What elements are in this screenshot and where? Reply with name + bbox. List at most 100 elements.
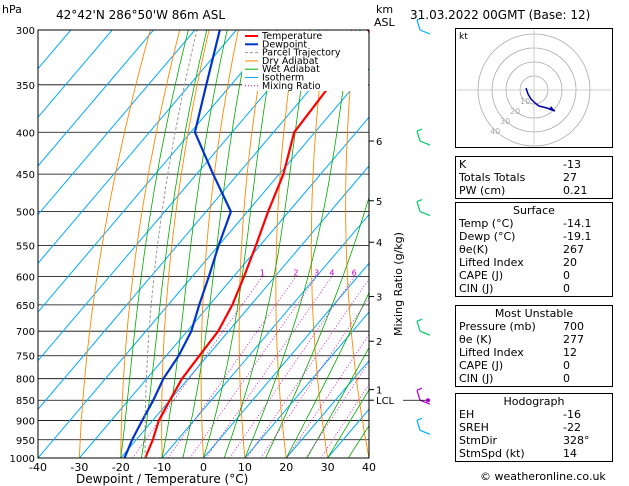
wind-barb (416, 199, 423, 203)
unstable-row: θe (K) 277 (459, 333, 584, 346)
pressure-tick-label: 850 (16, 396, 35, 407)
wet-adiabat-line (223, 30, 311, 458)
copyright-text: © weatheronline.co.uk (480, 470, 606, 483)
wet-adiabat-line (285, 291, 369, 458)
hodograph-arrow (549, 106, 555, 111)
hodograph-kt-label: kt (459, 32, 468, 42)
lcl-marker-dot (426, 398, 430, 403)
wet-adiabat-line (120, 30, 189, 458)
legend-label: Parcel Trajectory (262, 48, 341, 59)
temperature-tick-label: -30 (70, 461, 88, 474)
temperature-tick-label: 30 (321, 461, 335, 474)
wind-barb (416, 130, 421, 142)
temperature-curve (144, 30, 369, 458)
wind-barb (419, 429, 431, 435)
pressure-tick-label: 500 (16, 208, 35, 219)
wind-barb (416, 420, 421, 431)
isotherm-line (120, 165, 369, 458)
unstable-table: Most Unstable Pressure (mb) 700 θe (K) 277… (455, 305, 613, 387)
km-tick-label: 4 (376, 238, 382, 249)
x-axis-label: Dewpoint / Temperature (°C) (76, 472, 249, 486)
isotherm-line (244, 311, 369, 458)
hodograph-row: StmSpd (kt) 14 (459, 447, 577, 460)
mixing-ratio-label: 2 (293, 268, 298, 277)
wind-barb (416, 387, 423, 391)
wind-barb (416, 201, 421, 212)
unstable-row: Lifted Index 12 (459, 346, 577, 359)
isotherm-line (38, 30, 113, 119)
wind-barb (419, 211, 431, 217)
mixing-ratio-label: 4 (329, 268, 334, 277)
mixing-ratio-line (229, 276, 355, 458)
pressure-tick-label: 650 (16, 301, 35, 312)
temperature-tick-label: 10 (238, 461, 252, 474)
hodograph-row: StmDir 328° (459, 434, 590, 447)
temperature-tick-label: 40 (362, 461, 376, 474)
temperature-tick-label: -20 (112, 461, 130, 474)
pressure-tick-label: 800 (16, 375, 35, 386)
isotherm-line (38, 30, 320, 362)
dry-adiabat-line (78, 30, 151, 458)
legend-label: Temperature (261, 31, 322, 42)
surface-title: Surface (513, 204, 555, 217)
mixing-ratio-label: 25 (435, 268, 445, 277)
wet-adiabat-line (182, 30, 251, 458)
datetime-text: 31.03.2022 00GMT (Base: 12) (410, 8, 591, 22)
wind-barb (419, 140, 431, 146)
pressure-tick-label: 450 (16, 170, 35, 181)
wet-adiabat-line (327, 389, 369, 458)
pressure-tick-label: 950 (16, 436, 35, 447)
hodograph-table: Hodograph EH -16 SREH -22 StmDir 328° StmSp… (455, 393, 613, 462)
hodograph-ring-label: 40 (490, 127, 500, 136)
hodograph-row: SREH -22 (459, 421, 581, 434)
surface-row: CAPE (J) 0 (459, 269, 570, 282)
isotherm-line (38, 30, 279, 313)
temperature-tick-label: -10 (153, 461, 171, 474)
surface-row: CIN (J) 0 (459, 282, 570, 295)
hpa-label: hPa (2, 3, 22, 16)
isotherm-line (203, 262, 369, 458)
mixing-ratio-line (246, 278, 369, 458)
dewpoint-curve (123, 30, 233, 458)
mixing-ratio-label: 6 (352, 268, 357, 277)
wet-adiabat-line (141, 30, 208, 458)
wet-adiabat-line (306, 346, 369, 458)
isotherm-line (78, 116, 369, 458)
wind-barb (419, 29, 431, 35)
wind-barb (416, 417, 423, 421)
km-tick-label: 1 (376, 386, 382, 397)
mixing-ratio-label: 20 (421, 268, 431, 277)
dry-adiabat-line (120, 30, 181, 458)
hodograph-trace (525, 87, 556, 112)
wet-adiabat-line (161, 30, 228, 458)
km-label: km (376, 3, 394, 16)
mixing-ratio-line (189, 276, 318, 458)
legend-label: Dry Adiabat (262, 56, 319, 67)
pressure-tick-label: 900 (16, 417, 35, 428)
skewt-chart: 1 2 3 4 6 8 10 15 20 25 3003504004505005506006507… (10, 17, 450, 474)
mixing-ratio-line (205, 276, 333, 458)
surface-row: θe(K) 267 (459, 243, 584, 256)
pressure-tick-label: 300 (16, 26, 35, 37)
unstable-row: CAPE (J) 0 (459, 359, 570, 372)
wind-barb (419, 399, 431, 405)
index-table: K -13 Totals Totals 27 PW (cm) 0.21 (455, 156, 613, 199)
index-row: PW (cm) 0.21 (459, 184, 588, 197)
mixing-ratio-line (167, 276, 297, 458)
surface-row: Temp (°C) -14.1 (459, 217, 592, 230)
hodograph-ring-label: 10 (520, 97, 530, 106)
unstable-title: Most Unstable (494, 307, 574, 320)
km-tick-label: LCL (376, 396, 395, 407)
mixing-ratio-label: 1 (260, 268, 265, 277)
wet-adiabat-line (265, 195, 369, 458)
isotherm-line (38, 30, 361, 411)
legend-label: Dewpoint (262, 39, 307, 50)
pressure-tick-label: 700 (16, 327, 35, 338)
isotherm-line (410, 30, 450, 458)
mixing-ratio-axis-label: Mixing Ratio (g/kg) (392, 232, 405, 336)
wet-adiabat-line (244, 30, 352, 458)
dry-adiabat-line (345, 30, 369, 458)
wind-barb (416, 19, 421, 31)
hodograph-ring-label: 20 (510, 107, 520, 116)
